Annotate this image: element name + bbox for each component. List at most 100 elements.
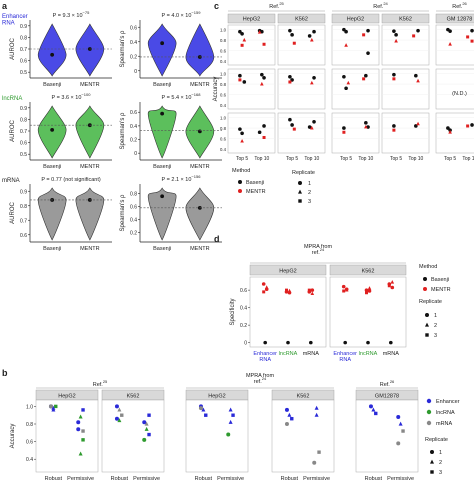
panel-b-column-label: HepG2 [208,394,225,400]
panel-c-point [290,33,294,37]
panel-c-point [260,72,264,77]
panel-b-point [81,438,85,442]
panel-c-point [292,127,296,131]
panel-c-point [470,39,474,43]
panel-b-legend-replicate-marker [430,470,434,474]
panel-b-x-tick-label: Permissive [303,476,330,482]
panel-d-y-tick-label: 0.2 [240,323,247,329]
violin-y-tick-label: 0.5 [20,70,27,76]
panel-d-mentr-point [341,284,346,289]
panel-b-point [314,405,319,410]
panel-c-y-tick-label: 0.8 [220,38,227,43]
panel-b-point [204,413,208,417]
panel-c-y-axis-label: Accuracy [213,77,219,102]
panel-c-point [344,29,348,34]
panel-b-point [117,418,122,423]
panel-c-point [310,37,314,42]
panel-c-legend-method-marker [238,180,242,184]
panel-c-x-tick-label: Top 10 [254,156,269,162]
panel-d-legend-method-marker [423,277,427,281]
violin-x-tick-label: Basenji [153,246,171,252]
panel-d-legend-replicate-marker [425,313,429,317]
panel-c-x-tick-label: Top 10 [408,156,423,162]
panel-b-point [284,407,289,412]
violin-shape [37,23,67,77]
violin-x-tick-label: MENTR [80,82,100,88]
panel-c-point [416,78,420,83]
violin-median-dot [50,127,55,132]
panel-c-point [307,34,312,38]
panel-c-y-tick-label: 0.6 [220,136,227,141]
panel-c-column-strip [381,13,430,24]
panel-d-mentr-point [285,288,288,292]
panel-d-legend-method-title: Method [419,264,437,270]
panel-c-x-tick-label: Top 5 [340,156,352,162]
violin-y-axis-label: AUROC [10,202,16,224]
panel-b-point [401,429,405,433]
panel-b-point [144,421,149,426]
violin-y-tick-label: 0.6 [20,141,27,147]
panel-b-y-tick-label: 1.0 [26,404,33,410]
panel-b-point [284,422,289,426]
panel-b-point [114,404,119,409]
panel-c-point [470,123,474,127]
panel-c-point [262,76,266,80]
panel-c-point [312,120,316,124]
panel-c-point [364,124,368,129]
violin-y-tick-label: 0.8 [130,192,137,198]
panel-b-point [231,413,235,417]
panel-c-y-tick-label: 0.6 [220,48,227,53]
panel-b-x-tick-label: Permissive [387,476,414,482]
panel-b-x-tick-label: Permissive [133,476,160,482]
panel-b-column-label: HepG2 [58,394,75,400]
panel-c-point [364,121,368,125]
panel-b-point [78,414,83,419]
panel-c-facet [331,24,380,66]
violin-x-tick-label: Basenji [43,164,61,170]
violin-y-tick-label: 0.2 [130,230,137,236]
panel-b-legend-replicate-marker [430,459,434,464]
violin-shape [75,105,105,159]
panel-c-point [310,80,314,85]
panel-c-facet [435,112,474,154]
panel-c-point [312,29,316,34]
violin-pvalue: P = 9.3 × 10−75 [53,10,90,19]
panel-d-mentr-point [307,288,311,292]
panel-b-facet [271,399,335,473]
panel-c-point [310,125,314,130]
panel-c-y-tick-label: 0.4 [220,147,227,152]
panel-d-y-tick-label: 0.4 [240,306,247,312]
panel-d-facet [249,276,327,348]
panel-c-point [238,127,242,131]
panel-c-legend-replicate-label: 1 [308,181,311,187]
panel-d-basenji-point [309,340,313,345]
panel-b-point [371,407,376,412]
panel-d-mentr-point [367,286,372,290]
panel-d-x-tick-label: mRNA [303,351,320,357]
panel-d-y-tick-label: 0 [244,341,247,347]
violin-y-tick-label: 0.7 [20,47,27,53]
panel-c-point [240,138,244,143]
panel-b-point [198,406,203,411]
panel-d-mentr-point [262,290,266,294]
panel-c-facet [381,24,430,66]
panel-b-x-tick-label: Permissive [217,476,244,482]
panel-b-legend-replicate-label: 1 [439,450,442,456]
panel-d-basenji-point [286,340,290,345]
panel-c-facet [435,68,474,110]
panel-c-column-strip [277,13,326,24]
violin-y-tick-label: 0.2 [130,54,137,60]
panel-c-legend-method-label: MENTR [246,189,266,195]
panel-c-point [262,42,266,46]
panel-d-x-tick-label: Enhancer RNA [333,351,357,363]
panel-d-basenji-point [389,340,393,345]
panel-c-legend-replicate-label: 3 [308,199,311,205]
violin-y-tick-label: 0.4 [130,217,137,223]
panel-c-legend-method-title: Method [232,168,250,174]
violin-shape [147,187,177,241]
panel-c-x-tick-label: Top 5 [390,156,402,162]
panel-b-legend-type-label: mRNA [436,421,453,427]
panel-d-legend-replicate-marker [425,333,429,337]
panel-b-point [147,432,151,437]
violin-y-tick-label: 0.2 [130,138,137,144]
